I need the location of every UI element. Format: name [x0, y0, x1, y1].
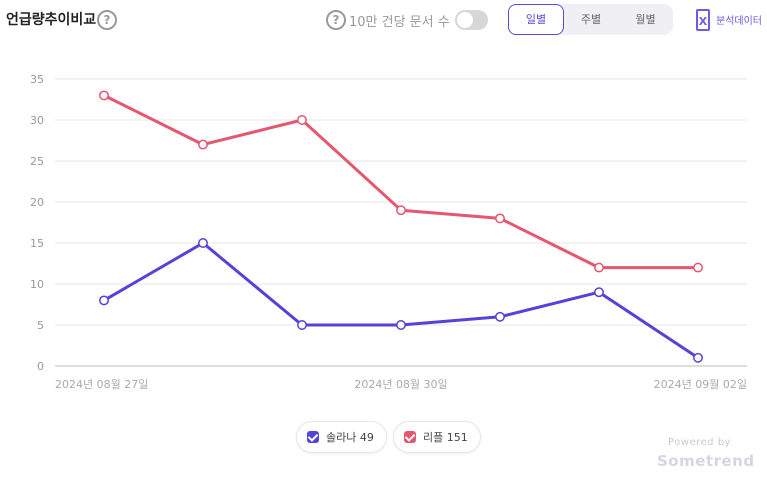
data-point [594, 287, 604, 298]
data-point [99, 90, 109, 101]
data-point [396, 205, 406, 216]
legend-total: 151 [446, 430, 468, 444]
data-point [594, 262, 604, 273]
help-icon[interactable]: ? [97, 10, 117, 30]
legend-label: 솔라나 [326, 431, 357, 444]
data-point [198, 238, 208, 248]
per-doc-toggle[interactable] [455, 10, 488, 30]
series-line [102, 93, 700, 270]
legend-item-solana[interactable]: 솔라나 49 [296, 421, 387, 453]
x-tick-label: 2024년 08월 27일 [55, 377, 148, 391]
per-doc-label: 10만 건당 문서 수 [349, 15, 450, 30]
toggle-knob [457, 12, 473, 28]
legend-label: 리플 [423, 431, 444, 444]
y-tick-label: 0 [37, 360, 44, 373]
y-tick-label: 25 [30, 155, 44, 168]
series-line [102, 241, 700, 360]
x-tick-label: 2024년 08월 30일 [354, 377, 447, 391]
excel-icon[interactable]: X [696, 9, 710, 31]
data-point [297, 115, 307, 125]
y-tick-label: 30 [30, 114, 44, 127]
data-point [693, 352, 703, 363]
data-point [693, 262, 703, 273]
help-icon[interactable]: ? [326, 10, 346, 30]
brand-logo: Sometrend [657, 452, 755, 470]
powered-by-text: Powered by [668, 437, 731, 448]
x-tick-label: 2024년 09월 02일 [654, 377, 747, 391]
checkbox-icon[interactable] [307, 431, 319, 443]
export-data-button[interactable]: 분석데이터 [716, 16, 762, 27]
tab-daily[interactable]: 일별 [508, 4, 564, 35]
y-tick-label: 15 [30, 237, 44, 250]
data-point [495, 311, 505, 322]
mention-trend-chart: 0 5 10 15 20 25 30 35 2024년 08월 27일 2024년 08월 30일… [30, 73, 747, 391]
data-point [495, 213, 505, 224]
data-point [99, 295, 109, 306]
y-tick-label: 5 [37, 319, 44, 332]
tab-monthly[interactable]: 월별 [635, 13, 656, 26]
page-title: 언급량추이비교 [6, 12, 97, 28]
tab-weekly[interactable]: 주별 [580, 13, 602, 26]
y-tick-label: 20 [30, 196, 44, 209]
period-segmented-control: 일별 주별 월별 [508, 4, 673, 35]
legend-item-ripple[interactable]: 리플 151 [393, 421, 481, 453]
legend-total: 49 [359, 430, 374, 444]
data-point [396, 320, 406, 330]
data-point [198, 139, 208, 150]
y-tick-label: 35 [30, 73, 44, 86]
checkbox-icon[interactable] [404, 431, 416, 443]
data-point [297, 320, 307, 330]
y-tick-label: 10 [30, 278, 44, 291]
